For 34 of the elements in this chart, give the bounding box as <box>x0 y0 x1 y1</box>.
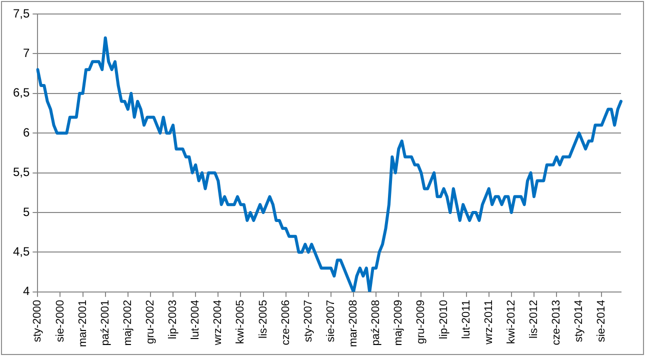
x-tick-label: kwi-2012 <box>505 300 518 344</box>
x-tick-label: sie-2007 <box>324 300 337 342</box>
y-tick-label: 6 <box>22 125 30 140</box>
x-tick-label: sty-2014 <box>573 300 586 342</box>
x-tick-label: kwi-2005 <box>234 300 247 344</box>
x-tick-label: lip-2003 <box>167 300 180 340</box>
x-tick-label: lis-2012 <box>528 300 540 338</box>
x-tick-label: sty-2007 <box>302 300 314 342</box>
y-tick-label: 7,5 <box>12 6 30 20</box>
x-tick-label: paź-2008 <box>370 300 382 346</box>
x-tick-label: lut-2004 <box>190 300 202 340</box>
x-tick-label: lut-2011 <box>460 300 472 339</box>
x-tick-label: maj-2009 <box>392 300 405 346</box>
x-tick-label: cze-2006 <box>280 300 292 346</box>
x-tick-label: lis-2005 <box>257 300 270 338</box>
x-tick-label: wrz-2011 <box>482 300 495 346</box>
y-tick-label: 5 <box>22 204 30 219</box>
x-tick-label: cze-2013 <box>550 300 563 346</box>
y-tick-label: 6,5 <box>12 86 30 100</box>
x-tick-label: gru-2002 <box>144 300 157 344</box>
x-tick-label: lip-2010 <box>438 300 450 340</box>
x-tick-label: sie-2000 <box>54 300 66 342</box>
x-tick-label: sie-2014 <box>596 300 608 342</box>
y-tick-label: 4,5 <box>12 244 30 259</box>
y-tick-label: 7 <box>22 46 30 60</box>
x-tick-label: sty-2000 <box>32 300 44 342</box>
x-tick-label: wrz-2004 <box>212 300 224 346</box>
x-tick-label: gru-2009 <box>415 300 428 344</box>
x-tick-label: mar-2001 <box>76 300 89 347</box>
y-tick-label: 4 <box>22 284 30 298</box>
x-tick-label: maj-2002 <box>122 300 134 346</box>
y-tick-label: 5,5 <box>12 165 30 180</box>
x-tick-label: mar-2008 <box>348 300 360 347</box>
x-tick-label: paź-2001 <box>99 300 112 346</box>
